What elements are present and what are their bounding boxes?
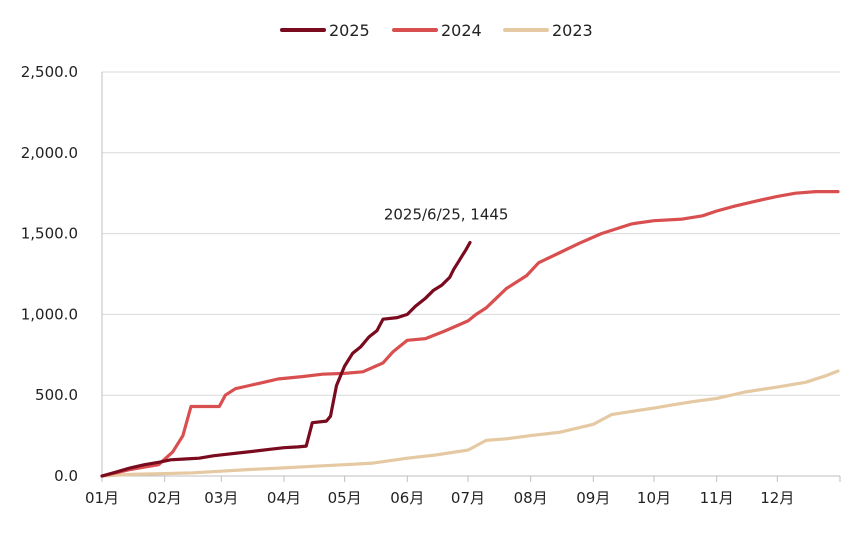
legend-label-2025: 2025 <box>329 21 370 40</box>
y-tick-label: 2,500.0 <box>21 63 78 81</box>
series-line-2023 <box>100 369 840 478</box>
x-tick-label: 06月 <box>390 489 424 507</box>
x-tick-label: 12月 <box>760 489 794 507</box>
x-tick-label: 09月 <box>576 489 610 507</box>
y-tick-label: 1,000.0 <box>21 305 78 323</box>
legend: 2025 2024 2023 <box>280 21 593 40</box>
y-tick-label: 1,500.0 <box>21 225 78 243</box>
series-layer <box>100 190 840 478</box>
y-gridlines <box>102 71 840 396</box>
x-tick-label: 01月 <box>85 489 119 507</box>
x-tick-label: 08月 <box>514 489 548 507</box>
series-line-2024 <box>100 190 840 478</box>
legend-label-2023: 2023 <box>552 21 593 40</box>
x-tick-label: 11月 <box>700 489 734 507</box>
x-tick-label: 03月 <box>204 489 238 507</box>
x-tick-label: 02月 <box>148 489 182 507</box>
y-tick-label: 2,000.0 <box>21 144 78 162</box>
x-tick-label: 05月 <box>328 489 362 507</box>
x-tick-label: 04月 <box>267 489 301 507</box>
annotation-2025-last: 2025/6/25, 1445 <box>384 205 509 223</box>
legend-label-2024: 2024 <box>441 21 482 40</box>
x-tick-label: 07月 <box>451 489 485 507</box>
series-line-2025 <box>100 240 472 478</box>
y-tick-label: 500.0 <box>35 386 78 404</box>
y-axis: 0.0 500.0 1,000.0 1,500.0 2,000.0 2,500.0 <box>21 63 103 485</box>
x-tick-label: 10月 <box>637 489 671 507</box>
x-axis: 01月 02月 03月 04月 05月 06月 07月 08月 09月 10月 11月 12月 <box>85 475 841 507</box>
y-tick-label: 0.0 <box>54 467 78 485</box>
